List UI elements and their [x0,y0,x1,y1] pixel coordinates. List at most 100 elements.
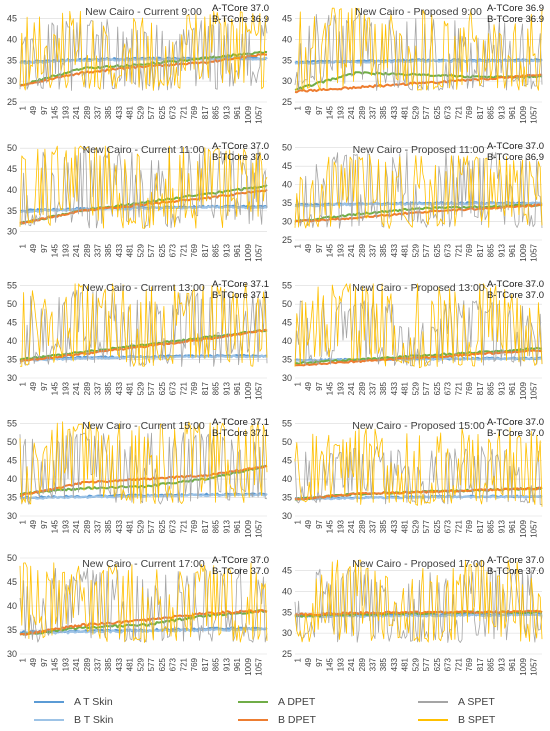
x-tick-label: 577 [147,105,156,119]
x-tick-label: 145 [51,105,60,119]
x-tick-label: 49 [29,519,38,528]
b-tcore-label: B-TCore 36.9 [212,14,269,25]
x-tick-label: 673 [169,519,178,533]
y-tick-label: 45 [282,318,292,328]
legend-swatch [238,701,268,704]
x-tick-label: 865 [212,381,221,395]
x-tick-label: 529 [136,105,145,119]
chart-title: New Cairo - Current 9:00 [85,6,202,18]
x-tick-label: 1009 [244,105,253,123]
x-tick-label: 913 [497,105,506,119]
x-tick-label: 49 [29,657,38,666]
x-tick-label: 769 [465,105,474,119]
x-tick-label: 385 [104,243,113,257]
x-tick-label: 97 [40,657,49,666]
b-tcore-label: B-TCore 37.0 [487,566,544,577]
x-tick-label: 1057 [530,243,539,261]
x-tick-label: 913 [222,519,231,533]
x-tick-label: 481 [126,381,135,395]
x-tick-label: 769 [190,105,199,119]
x-tick-label: 289 [83,657,92,671]
y-tick-label: 50 [7,553,17,563]
x-tick-label: 625 [433,243,442,257]
series-line-b-spet [19,145,268,229]
legend-item-b-spet: B SPET [418,714,495,726]
x-tick-label: 817 [201,381,210,395]
x-tick-label: 1009 [244,381,253,399]
x-tick-label: 145 [326,105,335,119]
series-line-b-t-skin [19,354,268,362]
x-tick-label: 1057 [530,381,539,399]
legend-item-b-dpet: B DPET [238,714,316,726]
x-tick-label: 241 [72,519,81,533]
y-tick-label: 40 [7,474,17,484]
y-tick-label: 35 [7,55,17,65]
legend-label: A DPET [278,696,316,708]
chart-panel: 30 35 40 45 50 55 1 49 97 145 193 241 289 337 385 433 48… [275,414,550,554]
b-tcore-label: B-TCore 37.0 [487,290,544,301]
x-tick-label: 865 [212,519,221,533]
x-tick-label: 577 [147,243,156,257]
x-tick-label: 1 [18,519,27,524]
series-line-b-spet [19,10,268,91]
x-tick-label: 433 [115,519,124,533]
x-tick-label: 433 [390,519,399,533]
series-line-b-spet [19,562,268,643]
x-tick-label: 1 [18,657,27,662]
series-line-b-spet [295,7,543,91]
x-tick-label: 241 [347,519,356,533]
x-tick-label: 1 [293,243,302,248]
x-tick-label: 337 [94,657,103,671]
legend-label: A T Skin [74,696,113,708]
x-tick-label: 865 [487,519,496,533]
x-tick-label: 673 [169,381,178,395]
x-tick-label: 913 [497,381,506,395]
x-tick-label: 1057 [255,657,264,675]
x-tick-label: 97 [315,657,324,666]
y-tick-label: 30 [7,227,17,237]
legend-label: B T Skin [74,714,114,726]
y-tick-label: 40 [282,34,292,44]
x-tick-label: 433 [390,105,399,119]
series-line-b-spet [19,283,268,367]
y-tick-label: 55 [282,281,292,291]
y-tick-label: 40 [282,336,292,346]
b-tcore-label: B-TCore 36.9 [487,14,544,25]
x-tick-label: 529 [411,105,420,119]
x-tick-label: 817 [201,657,210,671]
y-tick-label: 25 [282,649,292,659]
x-tick-label: 625 [158,243,167,257]
x-tick-label: 577 [147,381,156,395]
x-tick-label: 913 [497,243,506,257]
chart-panel: 30 35 40 45 50 55 1 49 97 145 193 241 289 337 385 433 48… [275,276,550,416]
x-tick-label: 193 [61,657,70,671]
legend-swatch [418,701,448,704]
x-tick-label: 913 [497,657,506,671]
x-tick-label: 961 [233,381,242,395]
chart-title: New Cairo - Proposed 17:00 [352,558,485,570]
chart-panel: 30 35 40 45 50 1 49 97 145 193 241 289 337 385 433 481 5… [0,552,275,692]
y-tick-label: 45 [282,14,292,24]
x-tick-label: 1 [293,381,302,386]
x-tick-label: 1 [293,657,302,662]
x-tick-label: 289 [358,381,367,395]
x-tick-label: 1009 [519,657,528,675]
x-tick-label: 625 [158,381,167,395]
x-tick-label: 385 [104,105,113,119]
y-tick-label: 25 [282,97,292,107]
x-tick-label: 961 [233,519,242,533]
x-tick-label: 1009 [519,105,528,123]
x-tick-label: 961 [508,519,517,533]
x-tick-label: 913 [222,657,231,671]
chart-title: New Cairo - Current 13:00 [82,282,205,294]
y-tick-label: 45 [282,566,292,576]
a-tcore-label: A-TCore 37.0 [212,141,269,152]
chart-title: New Cairo - Current 15:00 [82,420,205,432]
y-tick-label: 40 [282,180,292,190]
y-tick-label: 35 [282,198,292,208]
y-tick-label: 30 [7,511,17,521]
x-tick-label: 433 [115,381,124,395]
x-tick-label: 241 [347,243,356,257]
x-tick-label: 865 [487,105,496,119]
x-tick-label: 625 [433,381,442,395]
